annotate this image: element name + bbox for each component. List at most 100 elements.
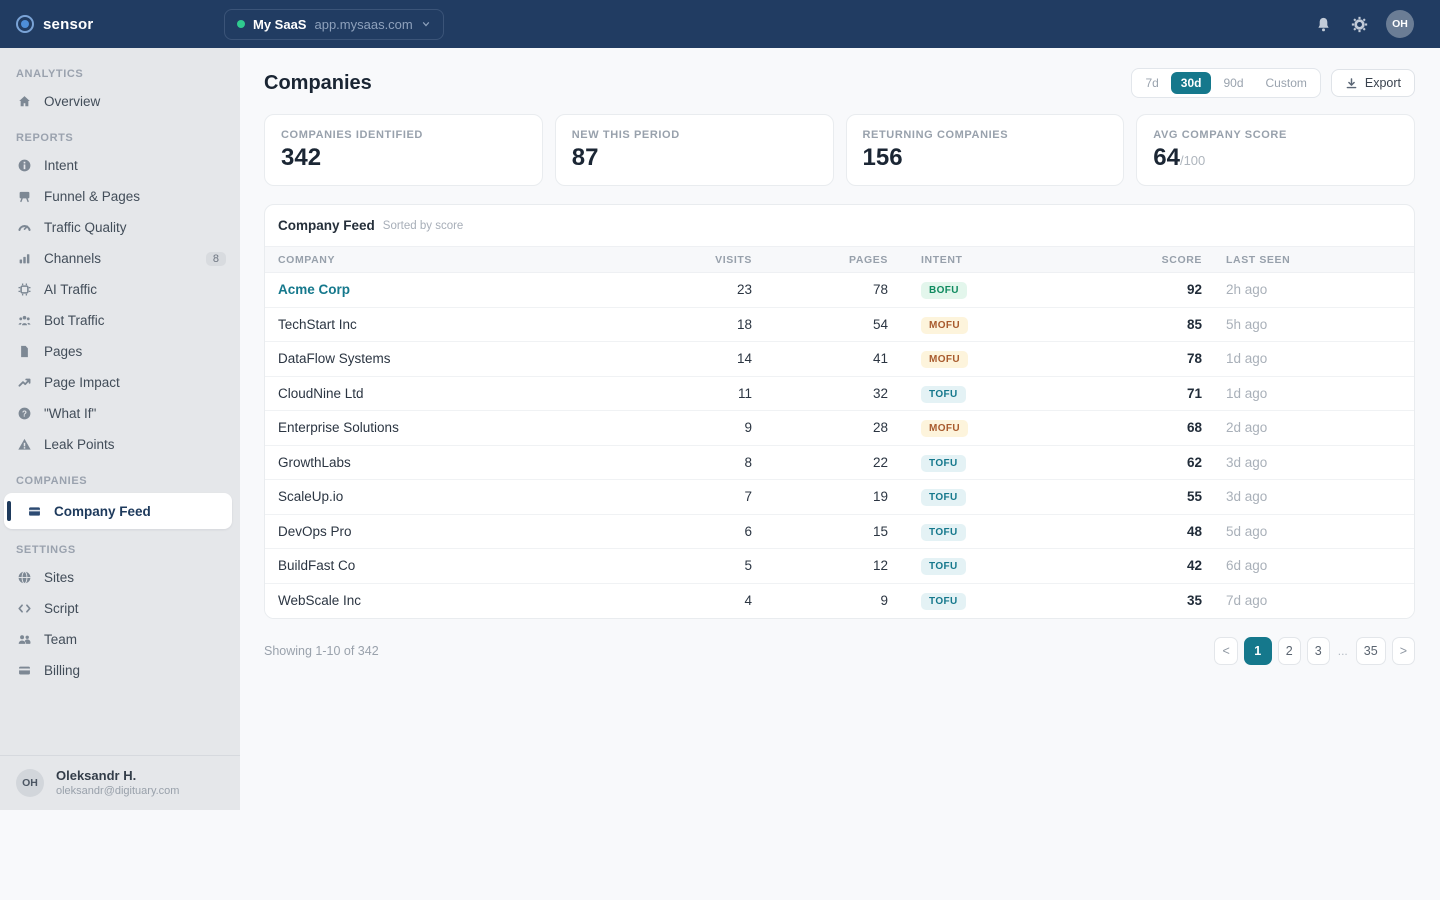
company-name[interactable]: ScaleUp.io <box>278 489 344 505</box>
sidebar-item-channels[interactable]: Channels 8 <box>0 243 240 274</box>
bot-traffic-icon <box>16 313 32 329</box>
sidebar-item-company-feed[interactable]: Company Feed <box>4 493 232 529</box>
stat-label: AVG COMPANY SCORE <box>1153 129 1287 141</box>
company-name[interactable]: BuildFast Co <box>278 558 356 574</box>
topbar: sensor My SaaS app.mysaas.com OH <box>0 0 1440 48</box>
sidebar-item-label: Script <box>44 601 79 616</box>
table-row[interactable]: BuildFast Co 5 12 TOFU 42 6d ago <box>265 549 1414 584</box>
table-row[interactable]: DevOps Pro 6 15 TOFU 48 5d ago <box>265 514 1414 549</box>
main-content: Companies 7d 30d 90d Custom Export COMPANIE… <box>240 48 1440 665</box>
table-row[interactable]: CloudNine Ltd 11 32 TOFU 71 1d ago <box>265 376 1414 411</box>
sidebar-item-ai-traffic[interactable]: AI Traffic <box>0 274 240 305</box>
home-icon <box>16 94 32 110</box>
company-name[interactable]: TechStart Inc <box>278 316 357 332</box>
settings-gear-icon[interactable] <box>1350 15 1368 33</box>
page-button-35[interactable]: 35 <box>1355 637 1386 665</box>
sensor-logo-icon <box>16 15 34 33</box>
sidebar-item-label: Pages <box>44 344 83 359</box>
sidebar-item-sites[interactable]: Sites <box>0 562 240 593</box>
site-status-dot-icon <box>237 20 245 28</box>
range-option-30d[interactable]: 30d <box>1170 72 1212 94</box>
sidebar-item-bot-traffic[interactable]: Bot Traffic <box>0 305 240 336</box>
visits-value: 4 <box>744 593 752 609</box>
sidebar-item-label: Page Impact <box>44 375 120 390</box>
company-name[interactable]: Acme Corp <box>278 282 351 298</box>
sidebar-section-analytics: ANALYTICS <box>16 68 84 80</box>
notifications-bell-icon[interactable] <box>1314 15 1332 33</box>
stat-card-avg-company-score: AVG COMPANY SCORE 64/100 <box>1136 114 1415 186</box>
visits-value: 9 <box>744 420 752 436</box>
sidebar-item-label: Billing <box>44 663 81 678</box>
export-button[interactable]: Export <box>1330 69 1415 97</box>
intent-badge: MOFU <box>921 420 969 438</box>
visits-value: 23 <box>736 282 752 298</box>
sidebar-item-what-if[interactable]: ? "What If" <box>0 398 240 429</box>
range-option-7d[interactable]: 7d <box>1135 72 1168 94</box>
intent-cell: MOFU <box>888 418 1081 438</box>
sidebar-item-overview[interactable]: Overview <box>0 86 240 117</box>
table-row[interactable]: Enterprise Solutions 9 28 MOFU 68 2d ago <box>265 411 1414 446</box>
table-row[interactable]: DataFlow Systems 14 41 MOFU 78 1d ago <box>265 342 1414 377</box>
range-option-custom[interactable]: Custom <box>1256 72 1317 94</box>
page-button-1[interactable]: 1 <box>1243 637 1272 665</box>
page-button-2[interactable]: 2 <box>1277 637 1301 665</box>
sidebar-item-intent[interactable]: Intent <box>0 150 240 181</box>
company-name[interactable]: DevOps Pro <box>278 523 352 539</box>
column-header-pages: PAGES <box>849 253 888 266</box>
page-button-3[interactable]: 3 <box>1306 637 1330 665</box>
sidebar-user-card[interactable]: OH Oleksandr H. oleksandr@digituary.com <box>0 755 240 810</box>
table-header-row: COMPANY VISITS PAGES INTENT SCORE LAST SEEN <box>265 246 1414 273</box>
sidebar-section-reports: REPORTS <box>16 132 74 144</box>
site-name: My SaaS <box>253 16 307 32</box>
table-row[interactable]: Acme Corp 23 78 BOFU 92 2h ago <box>265 273 1414 308</box>
intent-cell: TOFU <box>888 556 1081 576</box>
team-icon <box>16 632 32 648</box>
table-row[interactable]: GrowthLabs 8 22 TOFU 62 3d ago <box>265 445 1414 480</box>
next-page-button[interactable]: > <box>1391 637 1415 665</box>
company-name[interactable]: CloudNine Ltd <box>278 385 364 401</box>
stat-label: RETURNING COMPANIES <box>862 129 1009 141</box>
pagination-ellipsis: ... <box>1337 644 1348 658</box>
pages-value: 12 <box>872 558 888 574</box>
svg-text:?: ? <box>22 409 27 418</box>
user-avatar[interactable]: OH <box>1386 10 1414 38</box>
range-option-90d[interactable]: 90d <box>1213 72 1253 94</box>
sidebar-item-team[interactable]: Team <box>0 624 240 655</box>
pages-value: 54 <box>872 316 888 332</box>
table-row[interactable]: WebScale Inc 4 9 TOFU 35 7d ago <box>265 583 1414 618</box>
funnel-icon <box>16 189 32 205</box>
sidebar-item-funnel-pages[interactable]: Funnel & Pages <box>0 181 240 212</box>
visits-value: 8 <box>744 454 752 470</box>
sidebar-item-label: Funnel & Pages <box>44 189 141 204</box>
intent-badge: TOFU <box>921 454 966 472</box>
prev-page-button[interactable]: < <box>1214 637 1238 665</box>
sidebar-item-page-impact[interactable]: Page Impact <box>0 367 240 398</box>
sidebar-item-leak-points[interactable]: Leak Points <box>0 429 240 460</box>
last-seen-value: 2h ago <box>1226 282 1268 298</box>
app-logo: sensor <box>0 15 224 33</box>
score-value: 42 <box>1186 558 1202 574</box>
stat-card-companies-identified: COMPANIES IDENTIFIED 342 <box>264 114 543 186</box>
intent-badge: MOFU <box>921 316 969 334</box>
sidebar-item-pages[interactable]: Pages <box>0 336 240 367</box>
company-name[interactable]: Enterprise Solutions <box>278 420 399 436</box>
company-name[interactable]: GrowthLabs <box>278 454 351 470</box>
table-row[interactable]: TechStart Inc 18 54 MOFU 85 5h ago <box>265 307 1414 342</box>
trend-up-icon <box>16 375 32 391</box>
sidebar-item-billing[interactable]: Billing <box>0 655 240 686</box>
last-seen-value: 1d ago <box>1226 351 1268 367</box>
score-value: 35 <box>1186 593 1202 609</box>
site-switcher[interactable]: My SaaS app.mysaas.com <box>224 8 444 40</box>
app-name: sensor <box>43 15 94 33</box>
column-header-intent: INTENT <box>921 253 963 266</box>
pages-value: 41 <box>872 351 888 367</box>
table-row[interactable]: ScaleUp.io 7 19 TOFU 55 3d ago <box>265 480 1414 515</box>
company-name[interactable]: WebScale Inc <box>278 593 362 609</box>
download-icon <box>1346 77 1357 88</box>
sidebar-section-settings: SETTINGS <box>16 544 76 556</box>
sidebar-item-traffic-quality[interactable]: Traffic Quality <box>0 212 240 243</box>
company-name[interactable]: DataFlow Systems <box>278 351 391 367</box>
help-icon: ? <box>16 406 32 422</box>
chevron-down-icon <box>421 19 431 29</box>
sidebar-item-script[interactable]: Script <box>0 593 240 624</box>
